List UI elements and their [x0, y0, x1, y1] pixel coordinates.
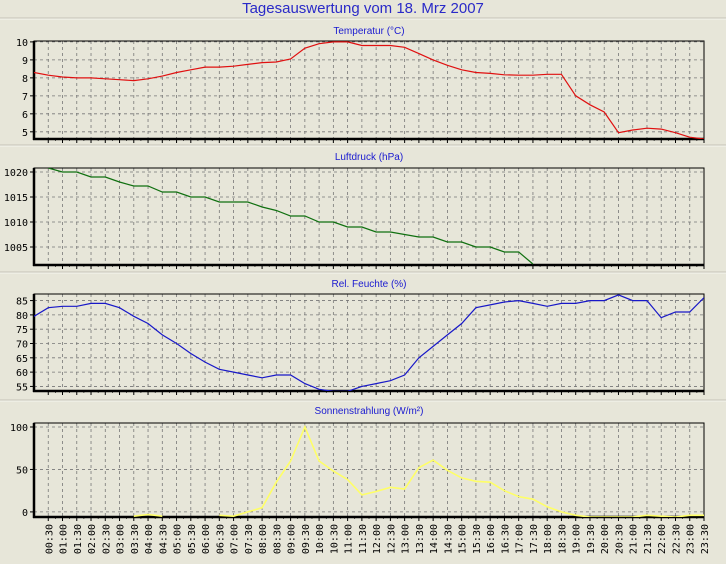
- x-tick-label: 18:00: [543, 524, 554, 554]
- x-tick-label: 03:30: [130, 524, 141, 554]
- x-tick-label: 00:30: [44, 524, 55, 554]
- y-tick-label: 50: [16, 465, 28, 476]
- x-tick-label: 10:30: [329, 524, 340, 554]
- x-tick-label: 14:00: [429, 524, 440, 554]
- x-tick-label: 08:30: [272, 524, 283, 554]
- humidity-series-line: [34, 294, 704, 391]
- y-tick-label: 7: [22, 92, 28, 103]
- y-tick-label: 85: [16, 297, 28, 308]
- x-tick-label: 13:00: [401, 524, 412, 554]
- y-tick-label: 9: [22, 56, 28, 67]
- y-tick-label: 80: [16, 311, 28, 322]
- x-tick-label: 21:00: [629, 524, 640, 554]
- y-tick-label: 6: [22, 110, 28, 121]
- x-tick-label: 14:30: [443, 524, 454, 554]
- chart-title: Sonnenstrahlung (W/m²): [315, 406, 424, 417]
- chart-title: Rel. Feuchte (%): [331, 279, 406, 290]
- y-tick-label: 1005: [4, 243, 28, 254]
- x-tick-label: 12:30: [386, 524, 397, 554]
- page-title: Tagesauswertung vom 18. Mrz 2007: [242, 0, 484, 17]
- x-tick-label: 04:30: [158, 524, 169, 554]
- x-tick-label: 19:30: [586, 524, 597, 554]
- x-tick-label: 15:30: [472, 524, 483, 554]
- x-tick-label: 11:00: [344, 524, 355, 554]
- temperature-series-line: [34, 41, 704, 139]
- x-tick-label: 01:30: [73, 524, 84, 554]
- x-tick-label: 17:00: [515, 524, 526, 554]
- y-tick-label: 0: [22, 508, 28, 519]
- x-tick-label: 09:00: [287, 524, 298, 554]
- y-tick-label: 1010: [4, 218, 28, 229]
- x-tick-label: 08:00: [258, 524, 269, 554]
- plot-frame: [33, 293, 705, 392]
- x-tick-label: 22:00: [657, 524, 668, 554]
- x-tick-label: 20:00: [600, 524, 611, 554]
- x-tick-label: 12:00: [372, 524, 383, 554]
- x-tick-label: 02:00: [87, 524, 98, 554]
- chart-title: Luftdruck (hPa): [335, 152, 403, 163]
- x-tick-label: 05:00: [173, 524, 184, 554]
- radiation-series-line: [219, 424, 704, 517]
- humidity-chart: Rel. Feuchte (%) 55 60 65 70 75 80 85: [0, 271, 726, 395]
- radiation-chart: Sonnenstrahlung (W/m²) 0 50 100: [0, 399, 726, 521]
- x-tick-label: 03:00: [116, 524, 127, 554]
- plot-frame: [33, 40, 705, 140]
- x-tick-label: 11:30: [358, 524, 369, 554]
- x-tick-label: 06:00: [201, 524, 212, 554]
- y-tick-label: 5: [22, 128, 28, 139]
- y-tick-label: 100: [10, 423, 28, 434]
- x-tick-label: 15:00: [458, 524, 469, 554]
- x-tick-label: 16:30: [500, 524, 511, 554]
- x-tick-label: 17:30: [529, 524, 540, 554]
- x-tick-label: 20:30: [615, 524, 626, 554]
- radiation-series-line: [133, 513, 163, 517]
- x-tick-label: 16:00: [486, 524, 497, 554]
- chart-title: Temperatur (°C): [333, 26, 404, 37]
- x-tick-label: 09:30: [301, 524, 312, 554]
- y-tick-label: 1020: [4, 168, 28, 179]
- y-tick-label: 1015: [4, 193, 28, 204]
- x-tick-label: 02:30: [101, 524, 112, 554]
- x-tick-label: 22:30: [672, 524, 683, 554]
- x-tick-label: 23:30: [700, 524, 711, 554]
- x-tick-label: 19:00: [572, 524, 583, 554]
- temperature-chart: Temperatur (°C) 5 6 7 8 9 10: [0, 17, 726, 143]
- x-tick-label: 06:30: [215, 524, 226, 554]
- y-tick-label: 65: [16, 354, 28, 365]
- pressure-series-line: [48, 168, 534, 265]
- y-tick-label: 8: [22, 74, 28, 85]
- x-tick-label: 21:30: [643, 524, 654, 554]
- y-tick-label: 60: [16, 368, 28, 379]
- plot-frame: [33, 422, 705, 518]
- y-tick-label: 55: [16, 382, 28, 393]
- y-tick-label: 70: [16, 340, 28, 351]
- x-tick-label: 10:00: [315, 524, 326, 554]
- x-tick-label: 04:00: [144, 524, 155, 554]
- x-tick-label: 07:30: [244, 524, 255, 554]
- x-tick-label: 05:30: [187, 524, 198, 554]
- plot-frame: [33, 167, 705, 266]
- x-tick-label: 18:30: [557, 524, 568, 554]
- pressure-chart: Luftdruck (hPa) 1005 1010 1015 1020: [0, 144, 726, 269]
- y-tick-label: 10: [16, 38, 28, 49]
- y-tick-label: 75: [16, 325, 28, 336]
- x-tick-label: 07:00: [230, 524, 241, 554]
- x-tick-label: 13:30: [415, 524, 426, 554]
- x-tick-label: 01:00: [59, 524, 70, 554]
- x-tick-label: 23:00: [686, 524, 697, 554]
